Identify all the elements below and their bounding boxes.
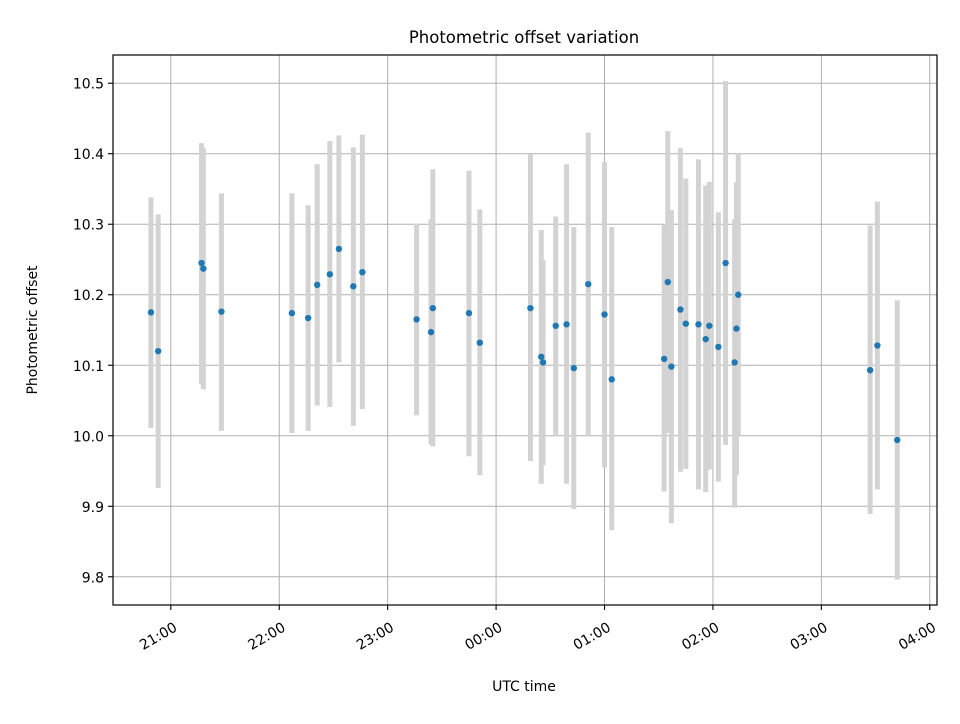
data-point: [733, 325, 740, 332]
y-axis-label: Photometric offset: [25, 265, 41, 395]
data-point: [154, 347, 162, 355]
data-point: [677, 306, 684, 313]
data-point: [288, 309, 296, 317]
y-tick-label: 9.9: [82, 500, 104, 516]
data-point: [476, 339, 484, 346]
y-tick-label: 10.1: [73, 359, 104, 375]
data-point: [706, 322, 713, 329]
data-point: [735, 291, 742, 298]
data-point: [695, 321, 702, 328]
data-point: [722, 259, 729, 267]
plot-frame: [112, 54, 938, 606]
data-point: [866, 366, 874, 374]
data-points: [147, 245, 901, 444]
chart-title: Photometric offset variation: [409, 28, 639, 47]
data-point: [585, 280, 592, 288]
data-point: [218, 308, 225, 315]
data-point: [427, 328, 435, 336]
data-point: [538, 353, 545, 360]
data-point: [304, 314, 312, 322]
y-tick-label: 10.2: [73, 288, 104, 304]
data-point: [539, 359, 547, 366]
x-axis-label: UTC time: [492, 679, 556, 695]
data-point: [608, 376, 615, 383]
data-point: [660, 355, 668, 363]
y-tick-label: 10.3: [73, 218, 104, 234]
data-point: [359, 268, 366, 276]
data-point: [413, 316, 420, 323]
data-point: [570, 364, 577, 372]
data-point: [147, 309, 155, 316]
data-point: [552, 322, 559, 329]
y-tick-label: 10.5: [73, 77, 104, 93]
data-point: [563, 321, 570, 328]
data-point: [350, 283, 357, 290]
data-point: [894, 436, 901, 444]
data-point: [198, 259, 205, 267]
data-point: [874, 342, 881, 349]
data-point: [429, 304, 437, 312]
y-axis-ticks: 9.8 9.9 10.0 10.1 10.2 10.3 10.4 10.5: [73, 77, 113, 586]
y-tick-label: 10.4: [73, 147, 104, 163]
data-point: [335, 245, 343, 253]
y-tick-label: 10.0: [73, 429, 104, 445]
data-point: [731, 359, 738, 366]
data-point: [465, 309, 473, 317]
data-point: [668, 363, 675, 370]
data-point: [326, 271, 334, 278]
grid-lines: [113, 55, 937, 605]
data-point: [601, 311, 608, 318]
data-point: [200, 265, 207, 272]
data-point: [664, 278, 671, 286]
data-point: [715, 343, 722, 351]
data-point: [682, 320, 690, 327]
data-point: [527, 304, 534, 312]
y-tick-label: 9.8: [82, 570, 104, 586]
data-point: [313, 281, 321, 289]
data-point: [702, 335, 709, 343]
